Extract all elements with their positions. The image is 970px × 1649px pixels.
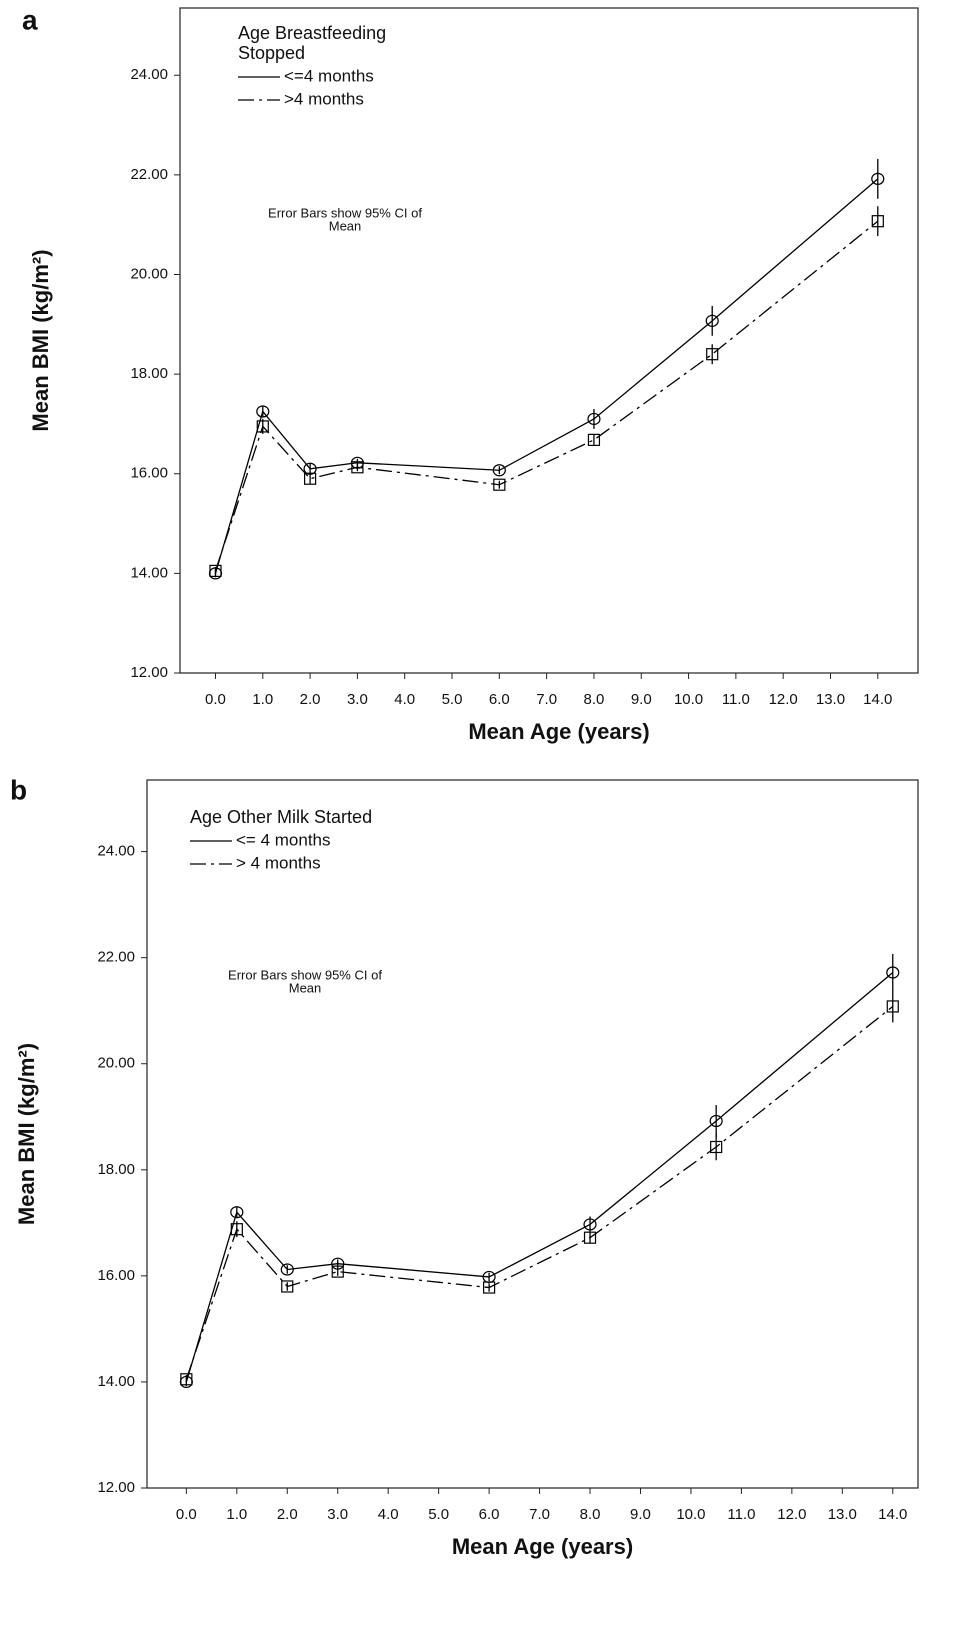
marker xyxy=(230,1206,244,1219)
legend-label: <=4 months xyxy=(284,66,374,85)
y-tick-label: 20.00 xyxy=(97,1055,135,1072)
marker xyxy=(483,1281,496,1294)
marker xyxy=(280,1263,294,1276)
x-tick-label: 3.0 xyxy=(347,691,368,708)
x-tick-label: 14.0 xyxy=(863,691,892,708)
y-tick-label: 20.00 xyxy=(130,265,168,282)
x-tick-label: 13.0 xyxy=(828,1506,857,1523)
x-tick-label: 6.0 xyxy=(489,691,510,708)
marker xyxy=(886,1000,899,1013)
x-tick-label: 1.0 xyxy=(226,1506,247,1523)
marker xyxy=(587,433,601,446)
y-tick-label: 18.00 xyxy=(97,1161,135,1178)
marker xyxy=(583,1231,597,1244)
x-tick-label: 7.0 xyxy=(529,1506,550,1523)
x-tick-label: 8.0 xyxy=(584,691,605,708)
marker xyxy=(230,1223,243,1236)
y-tick-label: 22.00 xyxy=(130,166,168,183)
y-tick-label: 16.00 xyxy=(130,465,168,482)
x-tick-label: 2.0 xyxy=(277,1506,298,1523)
x-tick-label: 6.0 xyxy=(479,1506,500,1523)
panel-label: b xyxy=(10,774,27,805)
annotation: Error Bars show 95% CI of xyxy=(268,205,422,220)
x-tick-label: 5.0 xyxy=(428,1506,449,1523)
series-line xyxy=(185,1005,894,1380)
x-tick-label: 10.0 xyxy=(676,1506,705,1523)
x-tick-label: 5.0 xyxy=(442,691,463,708)
x-tick-label: 12.0 xyxy=(769,691,798,708)
marker xyxy=(209,564,222,577)
marker xyxy=(493,478,506,491)
legend-label: > 4 months xyxy=(236,853,321,872)
x-tick-label: 11.0 xyxy=(727,1506,755,1523)
x-tick-label: 12.0 xyxy=(777,1506,806,1523)
y-tick-label: 12.00 xyxy=(97,1479,135,1496)
x-axis-label: Mean Age (years) xyxy=(468,719,649,744)
x-tick-label: 2.0 xyxy=(300,691,321,708)
marker xyxy=(256,405,270,418)
series-line xyxy=(214,220,879,572)
x-tick-label: 14.0 xyxy=(878,1506,907,1523)
plot-frame xyxy=(179,7,919,674)
marker xyxy=(706,348,719,361)
legend-title: Age Other Milk Started xyxy=(190,807,372,827)
y-tick-label: 14.00 xyxy=(97,1373,135,1390)
marker xyxy=(180,1373,193,1386)
x-tick-label: 13.0 xyxy=(816,691,845,708)
y-tick-label: 12.00 xyxy=(130,664,168,681)
x-tick-label: 4.0 xyxy=(394,691,415,708)
marker xyxy=(587,412,601,426)
x-tick-label: 10.0 xyxy=(674,691,703,708)
marker xyxy=(492,464,506,477)
y-axis-label: Mean BMI (kg/m²) xyxy=(28,249,53,431)
marker xyxy=(351,461,364,474)
marker xyxy=(705,314,719,327)
legend-title: Stopped xyxy=(238,43,305,63)
plot-frame xyxy=(146,779,919,1489)
marker xyxy=(303,472,317,485)
y-axis-label: Mean BMI (kg/m²) xyxy=(14,1043,39,1225)
x-axis-label: Mean Age (years) xyxy=(452,1534,633,1559)
annotation: Mean xyxy=(329,218,362,233)
marker xyxy=(256,420,269,433)
series-line xyxy=(185,972,894,1383)
y-tick-label: 14.00 xyxy=(130,564,168,581)
panel-label: a xyxy=(22,4,38,35)
marker xyxy=(583,1218,597,1231)
marker xyxy=(709,1114,723,1128)
x-tick-label: 11.0 xyxy=(722,691,750,708)
legend-label: >4 months xyxy=(284,89,364,108)
series-line xyxy=(214,178,879,574)
x-tick-label: 1.0 xyxy=(252,691,273,708)
annotation: Error Bars show 95% CI of xyxy=(228,967,382,982)
x-tick-label: 9.0 xyxy=(631,691,652,708)
marker xyxy=(886,966,900,979)
y-tick-label: 24.00 xyxy=(130,66,168,83)
x-tick-label: 0.0 xyxy=(176,1506,197,1523)
legend-title: Age Breastfeeding xyxy=(238,23,386,43)
marker xyxy=(710,1140,723,1154)
y-tick-label: 22.00 xyxy=(97,949,135,966)
x-tick-label: 7.0 xyxy=(536,691,557,708)
legend-label: <= 4 months xyxy=(236,830,331,849)
x-tick-label: 3.0 xyxy=(327,1506,348,1523)
x-tick-label: 0.0 xyxy=(205,691,226,708)
y-tick-label: 24.00 xyxy=(97,843,135,860)
x-tick-label: 9.0 xyxy=(630,1506,651,1523)
y-tick-label: 16.00 xyxy=(97,1267,135,1284)
annotation: Mean xyxy=(289,980,322,995)
marker xyxy=(281,1280,294,1293)
x-tick-label: 4.0 xyxy=(378,1506,399,1523)
marker xyxy=(871,215,884,228)
marker xyxy=(331,1265,344,1278)
marker xyxy=(871,172,885,185)
x-tick-label: 8.0 xyxy=(580,1506,601,1523)
y-tick-label: 18.00 xyxy=(130,365,168,382)
